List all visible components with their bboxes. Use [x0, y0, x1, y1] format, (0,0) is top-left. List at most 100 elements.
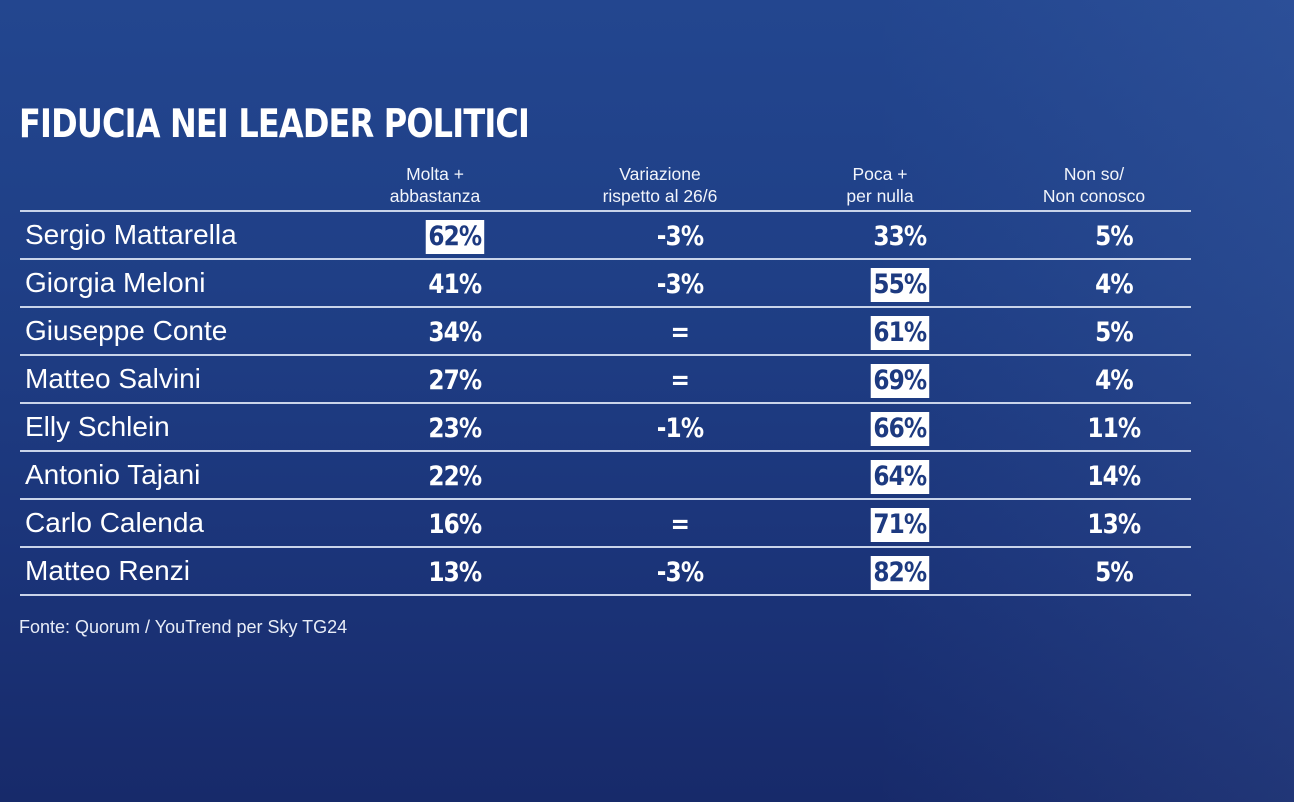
leader-name: Carlo Calenda	[25, 507, 204, 538]
leader-name: Sergio Mattarella	[25, 219, 237, 250]
cell-molta: 16%	[395, 508, 515, 542]
value-variazione: =	[670, 365, 690, 396]
cell-poca: 69%	[840, 364, 960, 398]
value-poca: 66%	[870, 412, 930, 446]
leader-name: Antonio Tajani	[25, 459, 201, 490]
value-nonso: 4%	[1095, 365, 1134, 396]
column-header-line: Poca +	[852, 164, 908, 184]
table-row: Sergio Mattarella 62% -3% 33% 5%	[20, 212, 1191, 260]
row-rule	[20, 498, 1191, 500]
value-nonso: 11%	[1087, 413, 1141, 444]
cell-molta: 62%	[395, 220, 515, 254]
leader-name: Matteo Renzi	[25, 555, 190, 586]
value-poca: 55%	[870, 268, 930, 302]
column-header-line: per nulla	[846, 186, 914, 206]
value-variazione: -3%	[656, 221, 704, 252]
column-header-molta: Molta + abbastanza	[335, 163, 535, 207]
value-molta: 62%	[425, 220, 485, 254]
value-variazione: -3%	[656, 557, 704, 588]
value-nonso: 13%	[1087, 509, 1141, 540]
table-row: Antonio Tajani 22% 64% 14%	[20, 452, 1191, 500]
row-rule	[20, 354, 1191, 356]
column-header-line: abbastanza	[389, 186, 481, 206]
cell-poca: 64%	[840, 460, 960, 494]
value-poca: 82%	[870, 556, 930, 590]
value-variazione: =	[670, 317, 690, 348]
cell-nonso: 5%	[1054, 316, 1174, 350]
cell-variazione: =	[620, 316, 740, 350]
value-nonso: 5%	[1095, 317, 1134, 348]
value-poca: 61%	[870, 316, 930, 350]
column-header-line: rispetto al 26/6	[602, 186, 718, 206]
cell-molta: 23%	[395, 412, 515, 446]
source-note: Fonte: Quorum / YouTrend per Sky TG24	[19, 617, 348, 637]
cell-molta: 34%	[395, 316, 515, 350]
cell-poca: 82%	[840, 556, 960, 590]
row-rule	[20, 450, 1191, 452]
row-rule	[20, 546, 1191, 548]
column-header-nonso: Non so/ Non conosco	[994, 163, 1194, 207]
cell-variazione: -3%	[620, 556, 740, 590]
row-rule	[20, 402, 1191, 404]
column-header-line: Non conosco	[1042, 186, 1146, 206]
value-nonso: 14%	[1087, 461, 1141, 492]
column-header-line: Non so/	[1063, 164, 1125, 184]
value-variazione: =	[670, 509, 690, 540]
row-rule	[20, 306, 1191, 308]
cell-nonso: 13%	[1054, 508, 1174, 542]
cell-variazione: -1%	[620, 412, 740, 446]
value-poca: 33%	[873, 221, 927, 252]
value-molta: 27%	[428, 365, 482, 396]
cell-poca: 61%	[840, 316, 960, 350]
cell-variazione: =	[620, 508, 740, 542]
value-nonso: 4%	[1095, 269, 1134, 300]
column-header-variazione: Variazione rispetto al 26/6	[560, 163, 760, 207]
table-top-rule	[20, 210, 1191, 212]
cell-variazione: -3%	[620, 220, 740, 254]
cell-nonso: 5%	[1054, 220, 1174, 254]
cell-poca: 55%	[840, 268, 960, 302]
value-variazione: -1%	[656, 413, 704, 444]
value-nonso: 5%	[1095, 221, 1134, 252]
cell-poca: 66%	[840, 412, 960, 446]
cell-poca: 71%	[840, 508, 960, 542]
table-row: Carlo Calenda 16% = 71% 13%	[20, 500, 1191, 548]
cell-nonso: 11%	[1054, 412, 1174, 446]
column-header-line: Variazione	[619, 164, 701, 184]
column-header-line: Molta +	[406, 164, 464, 184]
leader-name: Elly Schlein	[25, 411, 170, 442]
cell-poca: 33%	[840, 220, 960, 254]
table-row: Matteo Renzi 13% -3% 82% 5%	[20, 548, 1191, 596]
cell-molta: 13%	[395, 556, 515, 590]
value-poca: 71%	[870, 508, 930, 542]
value-nonso: 5%	[1095, 557, 1134, 588]
cell-nonso: 5%	[1054, 556, 1174, 590]
value-molta: 41%	[428, 269, 482, 300]
value-molta: 13%	[428, 557, 482, 588]
row-rule	[20, 258, 1191, 260]
value-molta: 22%	[428, 461, 482, 492]
leader-name: Giuseppe Conte	[25, 315, 228, 346]
table-row: Giuseppe Conte 34% = 61% 5%	[20, 308, 1191, 356]
row-rule	[20, 594, 1191, 596]
value-poca: 69%	[870, 364, 930, 398]
table-row: Giorgia Meloni 41% -3% 55% 4%	[20, 260, 1191, 308]
cell-nonso: 4%	[1054, 268, 1174, 302]
table-row: Matteo Salvini 27% = 69% 4%	[20, 356, 1191, 404]
cell-nonso: 14%	[1054, 460, 1174, 494]
value-molta: 23%	[428, 413, 482, 444]
cell-molta: 41%	[395, 268, 515, 302]
cell-molta: 27%	[395, 364, 515, 398]
leader-name: Giorgia Meloni	[25, 267, 206, 298]
value-molta: 16%	[428, 509, 482, 540]
cell-nonso: 4%	[1054, 364, 1174, 398]
column-header-poca: Poca + per nulla	[780, 163, 980, 207]
cell-molta: 22%	[395, 460, 515, 494]
value-variazione: -3%	[656, 269, 704, 300]
value-poca: 64%	[870, 460, 930, 494]
value-molta: 34%	[428, 317, 482, 348]
leader-name: Matteo Salvini	[25, 363, 201, 394]
table-row: Elly Schlein 23% -1% 66% 11%	[20, 404, 1191, 452]
cell-variazione: =	[620, 364, 740, 398]
cell-variazione: -3%	[620, 268, 740, 302]
